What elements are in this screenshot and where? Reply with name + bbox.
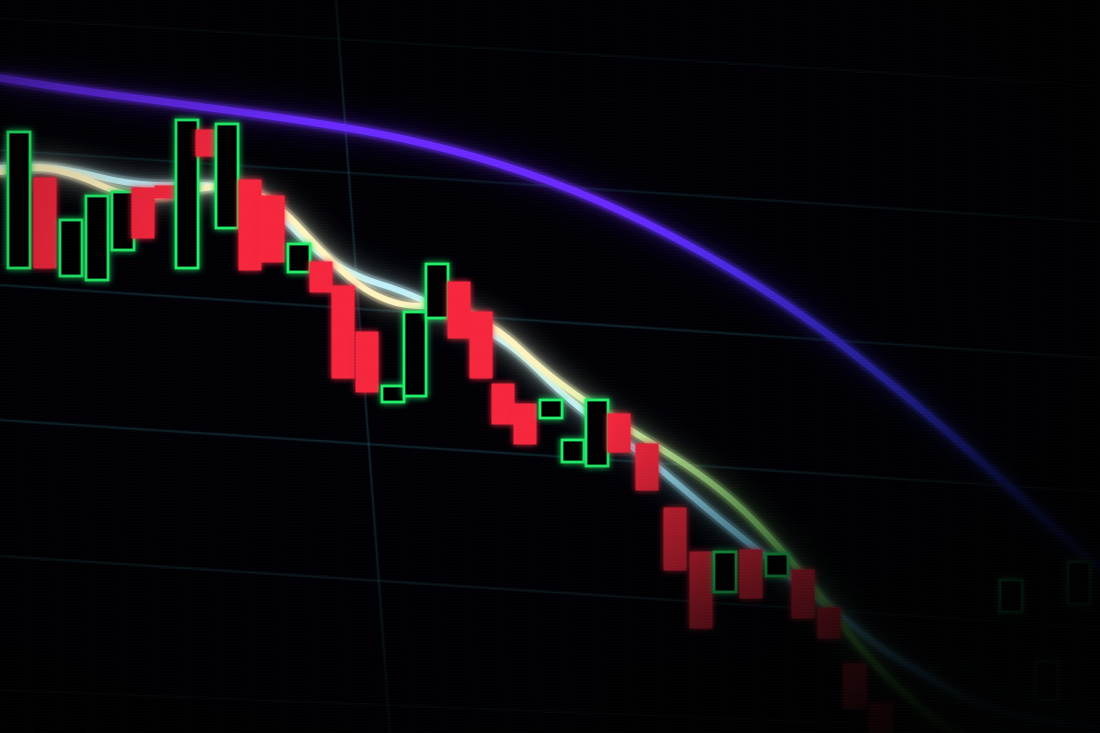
candlestick	[355, 324, 379, 400]
candlestick	[513, 398, 537, 478]
candlestick	[331, 278, 355, 386]
ma-short-yellow	[0, 164, 963, 733]
grid-h-6	[0, 689, 1100, 733]
candlestick	[402, 306, 428, 404]
candlestick	[635, 438, 659, 504]
candlestick	[261, 186, 285, 272]
candlestick	[491, 378, 515, 436]
candlestick	[843, 656, 867, 714]
candlestick	[84, 186, 110, 300]
candlestick	[689, 544, 713, 640]
candlestick	[739, 540, 763, 648]
ma-short-yellow-glow	[0, 161, 966, 733]
candlestick	[469, 306, 493, 428]
candlestick	[663, 502, 687, 578]
grid-h-3	[0, 284, 1100, 359]
ma-mid-cyan-glow	[0, 160, 1100, 733]
candlestick	[6, 118, 32, 300]
candlestick	[58, 206, 84, 292]
ma-long-purple-glow	[0, 71, 1100, 577]
candlestick	[174, 112, 200, 280]
candlestick	[380, 340, 406, 480]
candlestick	[110, 178, 136, 268]
candlestick	[424, 252, 450, 324]
candlestick	[33, 166, 57, 300]
candlestick	[238, 170, 262, 300]
ma-mid-cyan	[0, 163, 1100, 731]
candlestick	[214, 104, 240, 246]
candlestick	[1034, 560, 1060, 716]
candlestick	[791, 566, 815, 624]
ma-long-purple	[0, 74, 1100, 574]
grid-h-1	[0, 17, 1100, 87]
candlestick	[869, 700, 893, 733]
candlestick	[560, 432, 586, 588]
grid-h-4	[0, 419, 1100, 493]
candlestick	[286, 236, 312, 286]
candlestick	[584, 392, 610, 478]
grid-h-5	[0, 555, 1100, 629]
candlestick	[447, 274, 471, 346]
candlestick	[607, 406, 631, 466]
